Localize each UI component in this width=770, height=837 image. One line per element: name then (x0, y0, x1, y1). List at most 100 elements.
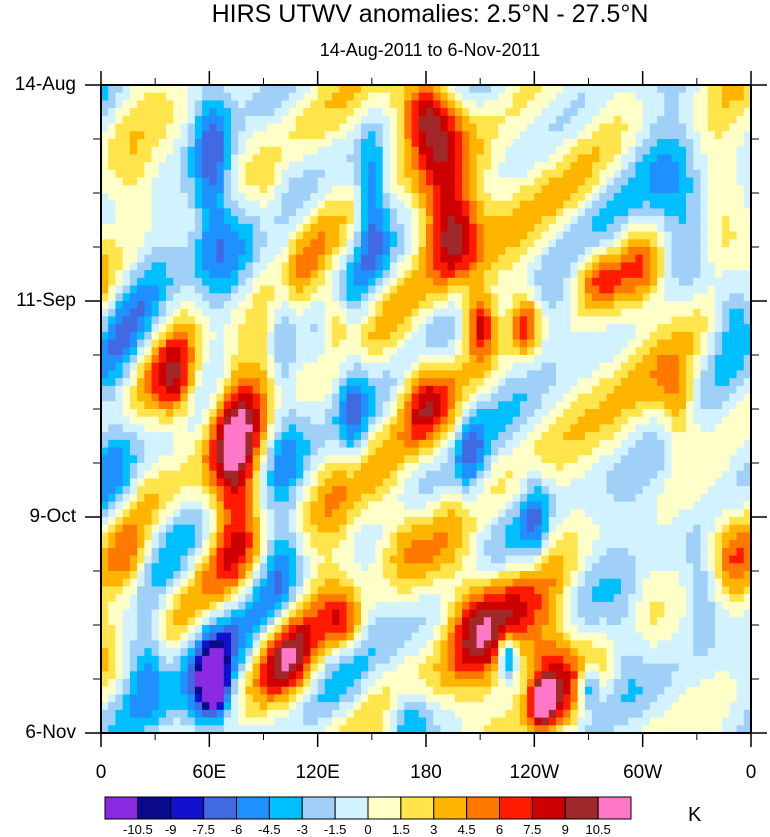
field-cell (158, 324, 167, 333)
field-cell (714, 339, 723, 348)
field-cell (664, 478, 673, 487)
field-cell (498, 362, 507, 372)
field-cell (397, 223, 405, 233)
field-cell (469, 154, 478, 163)
field-cell (187, 115, 196, 125)
field-cell (404, 478, 413, 487)
field-cell (556, 355, 564, 364)
field-cell (700, 254, 709, 264)
field-cell (245, 139, 254, 148)
field-cell (657, 308, 665, 318)
field-cell (151, 385, 160, 395)
field-cell (375, 208, 384, 217)
field-cell (108, 331, 117, 341)
field-cell (534, 185, 543, 194)
field-cell (223, 177, 232, 186)
field-cell (548, 478, 557, 487)
field-cell (621, 370, 629, 379)
field-cell (274, 493, 283, 503)
field-cell (447, 247, 456, 256)
field-cell (151, 401, 160, 410)
field-cell (382, 223, 391, 233)
field-cell (144, 331, 153, 341)
field-cell (144, 169, 153, 179)
field-cell (158, 501, 167, 510)
field-cell (397, 370, 405, 379)
field-cell (693, 493, 702, 503)
field-cell (339, 262, 348, 271)
field-cell (389, 270, 398, 279)
field-cell (483, 177, 492, 186)
field-cell (202, 247, 210, 256)
field-cell (281, 486, 290, 495)
field-cell (613, 455, 622, 464)
field-cell (259, 285, 268, 294)
field-cell (194, 393, 203, 402)
field-cell (707, 239, 716, 248)
field-cell (433, 424, 442, 433)
field-cell (592, 108, 600, 117)
field-cell (245, 455, 254, 464)
field-cell (686, 162, 694, 171)
field-cell (512, 185, 521, 194)
field-cell (671, 177, 680, 186)
field-cell (628, 316, 637, 325)
field-cell (274, 146, 283, 156)
field-cell (411, 92, 420, 102)
field-cell (137, 493, 145, 503)
field-cell (686, 308, 694, 318)
field-cell (606, 301, 615, 310)
field-cell (440, 439, 449, 449)
field-cell (592, 301, 600, 310)
field-cell (216, 439, 225, 449)
field-cell (418, 339, 427, 348)
field-cell (368, 285, 377, 294)
field-cell (339, 177, 348, 186)
field-cell (411, 432, 420, 441)
field-cell (122, 185, 131, 194)
field-cell (606, 92, 615, 102)
field-cell (621, 301, 629, 310)
field-cell (491, 416, 499, 426)
field-cell (628, 478, 637, 487)
field-cell (281, 200, 290, 210)
field-cell (534, 493, 543, 503)
field-cell (714, 463, 723, 472)
field-cell (158, 277, 167, 287)
field-cell (743, 108, 752, 117)
field-cell (469, 85, 478, 94)
field-cell (158, 439, 167, 449)
field-cell (267, 293, 275, 302)
field-cell (700, 115, 709, 125)
field-cell (202, 447, 210, 456)
field-cell (158, 208, 167, 217)
field-cell (447, 331, 456, 341)
field-cell (223, 223, 232, 233)
field-cell (642, 393, 651, 402)
field-cell (743, 401, 752, 410)
field-cell (101, 385, 109, 395)
field-cell (151, 331, 160, 341)
field-cell (476, 447, 485, 456)
field-cell (454, 347, 463, 356)
field-cell (570, 378, 579, 387)
field-cell (462, 177, 470, 186)
field-cell (382, 455, 391, 464)
field-cell (433, 115, 442, 125)
field-cell (599, 108, 608, 117)
field-cell (411, 393, 420, 402)
field-cell (462, 463, 470, 472)
field-cell (534, 316, 543, 325)
field-cell (324, 216, 333, 225)
field-cell (657, 378, 665, 387)
field-cell (592, 470, 600, 480)
field-cell (418, 285, 427, 294)
field-cell (317, 347, 326, 356)
field-cell (281, 370, 290, 379)
field-cell (173, 347, 182, 356)
field-cell (454, 293, 463, 302)
field-cell (584, 92, 593, 102)
field-cell (454, 470, 463, 480)
field-cell (368, 277, 377, 287)
field-cell (592, 378, 600, 387)
